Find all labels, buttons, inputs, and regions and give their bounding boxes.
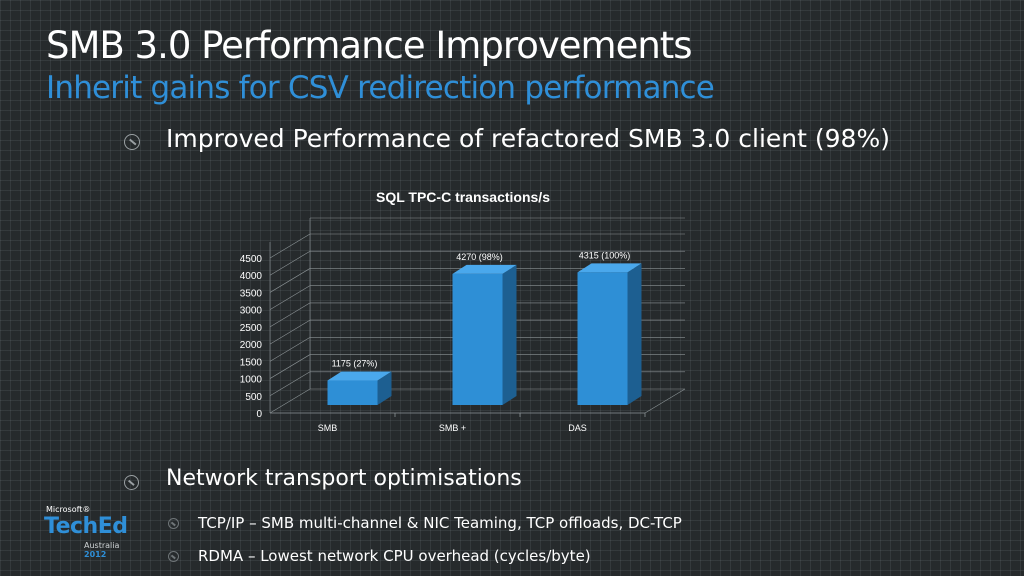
x-tick-label: DAS — [568, 423, 587, 433]
bar-top — [577, 263, 642, 273]
bullet-text: Network transport optimisations — [166, 466, 522, 491]
logo-microsoft-text: Microsoft® — [46, 505, 91, 514]
logo-teched-text: TechEd — [44, 514, 128, 539]
bar — [577, 272, 628, 405]
bullet-text: Improved Performance of refactored SMB 3… — [166, 124, 890, 153]
bar-side — [502, 264, 517, 405]
y-tick-label: 2500 — [240, 323, 263, 334]
y-tick-label: 4000 — [240, 271, 263, 282]
y-tick-label: 2000 — [240, 340, 263, 351]
bullet-arrow-icon — [124, 475, 139, 490]
gridline-side — [269, 285, 311, 310]
gridline-side — [269, 319, 311, 345]
bar-side — [377, 371, 392, 405]
sub-bullet-arrow-icon — [168, 551, 179, 562]
data-label: 4315 (100%) — [579, 250, 631, 260]
slide-title: SMB 3.0 Performance Improvements — [46, 24, 693, 67]
gridline-side — [269, 371, 311, 397]
gridline-side — [269, 302, 311, 328]
x-tick-label: SMB — [318, 423, 338, 433]
y-tick-label: 1500 — [240, 357, 263, 368]
bar — [327, 380, 378, 405]
y-tick-label: 500 — [245, 392, 262, 403]
bar-side — [627, 263, 642, 405]
data-label: 1175 (27%) — [332, 359, 378, 369]
logo-region-text: Australia 2012 — [84, 541, 120, 559]
y-tick-label: 0 — [256, 409, 262, 420]
sub-bullet-text: TCP/IP – SMB multi-channel & NIC Teaming… — [198, 514, 682, 532]
y-tick-label: 1000 — [240, 375, 263, 386]
gridline-side — [269, 337, 311, 362]
slide-subtitle: Inherit gains for CSV redirection perfor… — [46, 70, 715, 106]
teched-logo: Microsoft® TechEd Australia 2012 — [44, 505, 134, 559]
chart-title: SQL TPC-C transactions/s — [376, 189, 550, 205]
chart-bars — [327, 263, 642, 405]
bar — [452, 273, 503, 405]
bar-chart: SQL TPC-C transactions/s 0 500 1000 1500 200… — [240, 189, 686, 433]
y-tick-label: 3500 — [240, 288, 263, 299]
sub-bullet-text: RDMA – Lowest network CPU overhead (cycl… — [198, 547, 591, 565]
floor-edge — [644, 388, 686, 414]
x-tick-label: SMB + — [439, 423, 466, 433]
bar-top — [327, 371, 392, 381]
data-label: 4270 (98%) — [456, 252, 503, 262]
gridline-side — [269, 233, 311, 259]
sub-bullet-arrow-icon — [168, 518, 179, 529]
y-tick-label: 4500 — [240, 254, 263, 265]
chart-axes: 0 500 1000 1500 2000 2500 3000 3500 4000 4500 — [240, 254, 686, 420]
gridline-side — [269, 268, 311, 293]
bar-top — [452, 264, 517, 274]
bullet-arrow-icon — [124, 134, 140, 150]
gridline-side — [269, 354, 311, 379]
gridline-side — [269, 388, 311, 414]
gridline-side — [269, 250, 311, 276]
y-tick-label: 3000 — [240, 306, 263, 317]
chart-labels: 1175 (27%) SMB 4270 (98%) SMB + 4315 (100%) D… — [318, 250, 631, 433]
